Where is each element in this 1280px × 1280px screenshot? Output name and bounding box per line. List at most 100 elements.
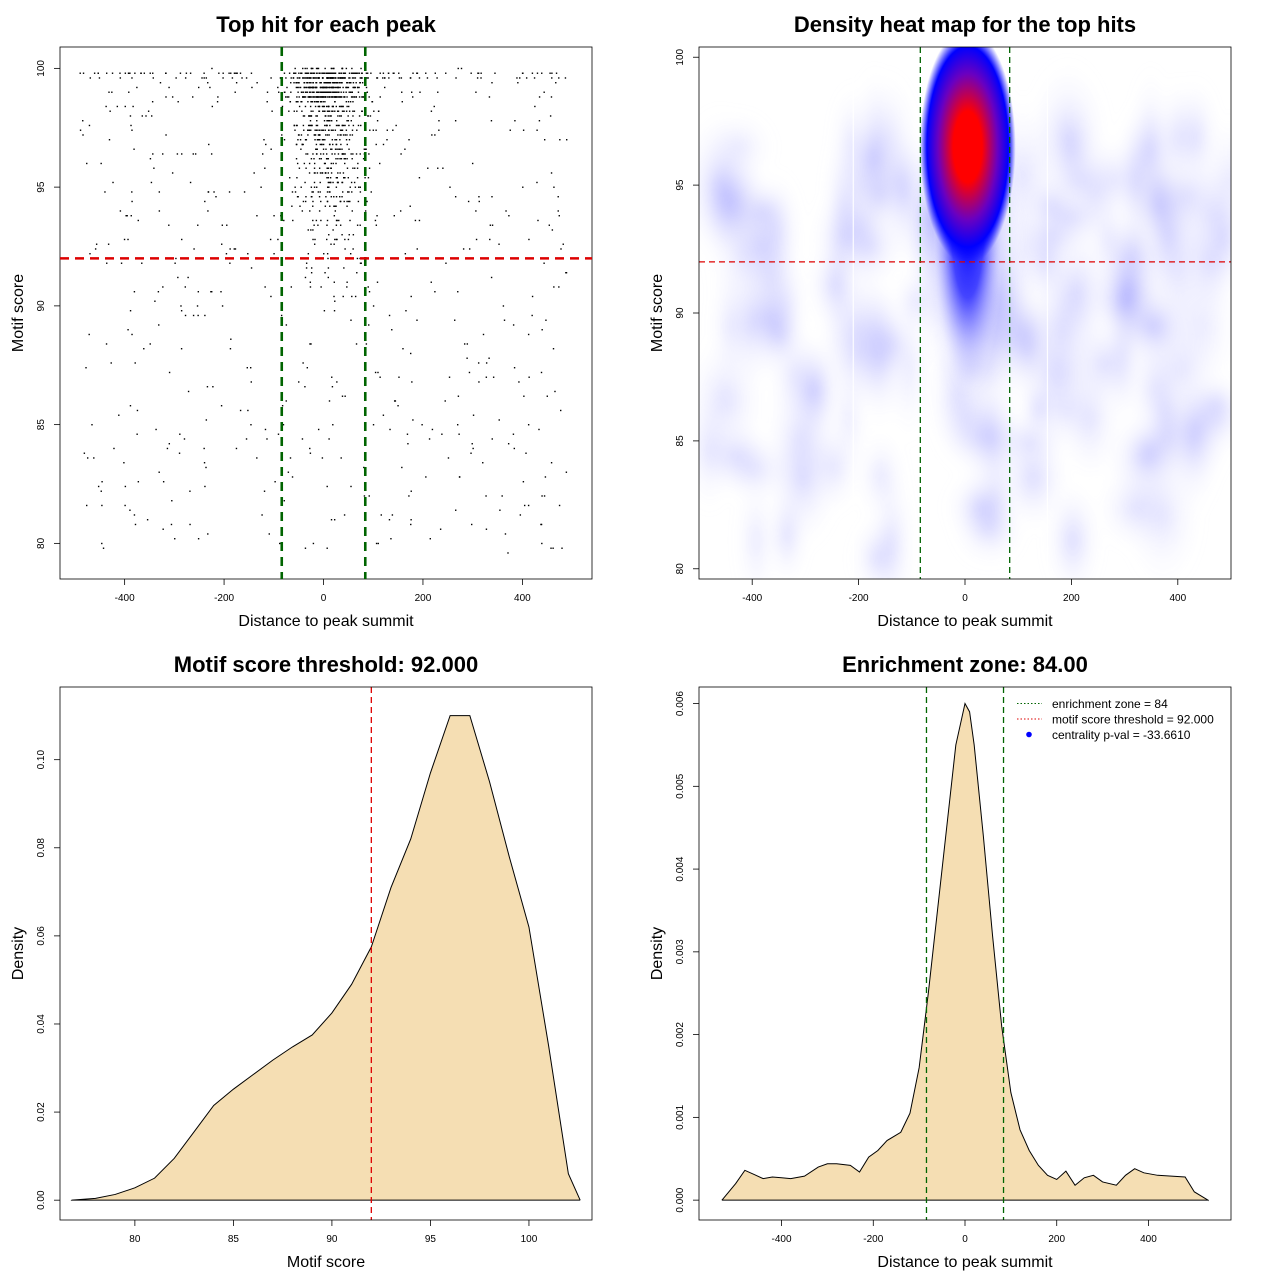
scatter-point (352, 248, 354, 250)
scatter-point (525, 77, 528, 79)
scatter-point (296, 110, 298, 112)
scatter-point (313, 181, 316, 184)
scatter-point (152, 72, 154, 74)
scatter-point (321, 139, 324, 141)
scatter-point (359, 224, 361, 226)
scatter-point (177, 101, 179, 103)
scatter-point (394, 400, 397, 402)
scatter-point (421, 424, 423, 426)
scatter-point (319, 72, 321, 74)
scatter-point (379, 72, 381, 74)
scatter-point (376, 281, 379, 283)
scatter-point (306, 367, 309, 369)
scatter-point (341, 77, 344, 79)
scatter-point (130, 215, 132, 217)
scatter-point (341, 129, 344, 131)
y-tick-label: 80 (36, 537, 47, 549)
scatter-point (305, 86, 308, 89)
scatter-point (389, 428, 391, 431)
scatter-point (342, 153, 344, 155)
scatter-point (312, 153, 314, 155)
scatter-point (353, 96, 356, 98)
scatter-point (536, 129, 538, 131)
scatter-point (239, 72, 242, 74)
scatter-point (354, 86, 356, 89)
scatter-point (132, 105, 134, 108)
scatter-point (136, 409, 139, 412)
scatter-point (330, 96, 333, 98)
scatter-point (523, 395, 525, 397)
scatter-point (367, 177, 370, 179)
scatter-point (348, 91, 350, 93)
y-tick-label: 0.006 (675, 691, 686, 716)
scatter-point (326, 124, 328, 127)
scatter-point (256, 82, 258, 84)
scatter-point (545, 319, 547, 321)
scatter-point (366, 77, 368, 79)
scatter-point (344, 158, 347, 160)
scatter-point (333, 519, 336, 521)
y-tick-label: 0.06 (36, 926, 47, 946)
scatter-point (316, 86, 318, 89)
scatter-point (326, 72, 328, 74)
scatter-point (357, 91, 360, 93)
scatter-point (355, 343, 358, 345)
scatter-point (303, 162, 306, 165)
scatter-point (347, 120, 350, 122)
scatter-point (327, 91, 330, 93)
scatter-point (356, 224, 359, 226)
scatter-point (322, 143, 325, 146)
scatter-point (374, 219, 377, 222)
scatter-point (116, 105, 119, 108)
scatter-point (178, 452, 181, 454)
scatter-point (313, 186, 316, 188)
scatter-point (310, 272, 313, 274)
scatter-point (127, 329, 129, 331)
scatter-point (141, 262, 143, 264)
heatmap-density-blob (1140, 384, 1195, 489)
scatter-point (374, 371, 377, 374)
scatter-point (162, 286, 164, 288)
scatter-point (356, 257, 359, 260)
scatter-point (330, 243, 332, 245)
scatter-point (329, 72, 331, 74)
scatter-point (311, 101, 313, 103)
scatter-point (283, 72, 286, 74)
scatter-point (334, 300, 336, 302)
scatter-point (488, 357, 490, 359)
scatter-point (442, 167, 444, 169)
scatter-point (88, 333, 90, 336)
scatter-point (317, 134, 320, 136)
scatter-point (346, 82, 348, 84)
scatter-point (305, 139, 308, 141)
scatter-point (184, 314, 187, 317)
scatter-point (309, 105, 312, 108)
scatter-point (179, 433, 181, 435)
scatter-point (158, 191, 161, 193)
scatter-point (365, 343, 368, 345)
scatter-point (531, 295, 534, 298)
x-axis-label: Motif score (287, 1254, 365, 1271)
scatter-point (307, 253, 310, 255)
scatter-point (154, 300, 156, 302)
scatter-point (448, 376, 451, 378)
scatter-point (323, 105, 326, 108)
scatter-point (371, 101, 374, 103)
scatter-point (304, 547, 307, 549)
scatter-point (326, 547, 328, 549)
scatter-point (338, 82, 341, 84)
scatter-point (309, 210, 311, 212)
scatter-point (332, 181, 334, 184)
scatter-point (480, 72, 482, 74)
scatter-point (333, 215, 336, 217)
scatter-point (118, 414, 120, 416)
scatter-point (284, 96, 287, 98)
scatter-point (251, 86, 253, 89)
scatter-point (536, 181, 538, 184)
scatter-point (327, 257, 329, 260)
scatter-point (344, 124, 346, 127)
scatter-point (306, 77, 309, 79)
scatter-point (295, 158, 298, 160)
scatter-point (304, 386, 306, 388)
scatter-point (322, 139, 325, 141)
